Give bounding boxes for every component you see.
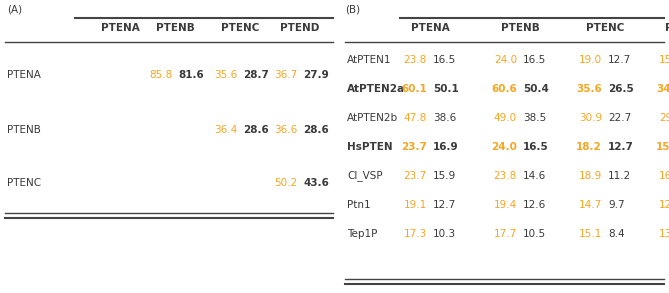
Text: 30.9: 30.9 — [579, 113, 602, 123]
Text: 15.5: 15.5 — [659, 55, 669, 65]
Text: 15.9: 15.9 — [433, 171, 456, 181]
Text: 85.8: 85.8 — [149, 70, 172, 80]
Text: 23.8: 23.8 — [404, 55, 427, 65]
Text: CI_VSP: CI_VSP — [347, 171, 383, 181]
Text: 10.5: 10.5 — [523, 229, 546, 239]
Text: 17.7: 17.7 — [494, 229, 517, 239]
Text: 11.2: 11.2 — [608, 171, 632, 181]
Text: 19.1: 19.1 — [404, 200, 427, 210]
Text: 16.5: 16.5 — [523, 55, 547, 65]
Text: 10.3: 10.3 — [433, 229, 456, 239]
Text: AtPTEN1: AtPTEN1 — [347, 55, 391, 65]
Text: 28.6: 28.6 — [243, 125, 269, 135]
Text: 17.3: 17.3 — [404, 229, 427, 239]
Text: 22.7: 22.7 — [608, 113, 632, 123]
Text: PTENA: PTENA — [7, 70, 41, 80]
Text: 19.0: 19.0 — [579, 55, 602, 65]
Text: 23.8: 23.8 — [494, 171, 517, 181]
Text: 16.8: 16.8 — [659, 171, 669, 181]
Text: 9.7: 9.7 — [608, 200, 625, 210]
Text: 35.6: 35.6 — [576, 84, 602, 94]
Text: 24.0: 24.0 — [494, 55, 517, 65]
Text: 16.5: 16.5 — [523, 142, 549, 152]
Text: PTEND: PTEND — [665, 23, 669, 33]
Text: 15.1: 15.1 — [579, 229, 602, 239]
Text: 23.7: 23.7 — [401, 142, 427, 152]
Text: PTENC: PTENC — [221, 23, 259, 33]
Text: 38.6: 38.6 — [433, 113, 456, 123]
Text: 18.2: 18.2 — [576, 142, 602, 152]
Text: 36.6: 36.6 — [274, 125, 297, 135]
Text: 12.7: 12.7 — [608, 142, 634, 152]
Text: 38.5: 38.5 — [523, 113, 547, 123]
Text: Tep1P: Tep1P — [347, 229, 377, 239]
Text: 36.7: 36.7 — [274, 70, 297, 80]
Text: 35.6: 35.6 — [214, 70, 237, 80]
Text: PTEND: PTEND — [280, 23, 320, 33]
Text: 50.4: 50.4 — [523, 84, 549, 94]
Text: 26.5: 26.5 — [608, 84, 634, 94]
Text: PTENB: PTENB — [156, 23, 195, 33]
Text: 50.1: 50.1 — [433, 84, 459, 94]
Text: 16.9: 16.9 — [433, 142, 459, 152]
Text: 24.0: 24.0 — [491, 142, 517, 152]
Text: 28.6: 28.6 — [303, 125, 328, 135]
Text: HsPTEN: HsPTEN — [347, 142, 393, 152]
Text: 81.6: 81.6 — [178, 70, 204, 80]
Text: 12.8: 12.8 — [659, 200, 669, 210]
Text: PTENB: PTENB — [500, 23, 539, 33]
Text: 15.6: 15.6 — [656, 142, 669, 152]
Text: PTENB: PTENB — [7, 125, 41, 135]
Text: AtPTEN2b: AtPTEN2b — [347, 113, 398, 123]
Text: 47.8: 47.8 — [404, 113, 427, 123]
Text: (B): (B) — [345, 5, 360, 15]
Text: 19.4: 19.4 — [494, 200, 517, 210]
Text: 27.9: 27.9 — [303, 70, 328, 80]
Text: AtPTEN2a: AtPTEN2a — [347, 84, 405, 94]
Text: 50.2: 50.2 — [274, 178, 297, 188]
Text: PTENA: PTENA — [411, 23, 450, 33]
Text: 49.0: 49.0 — [494, 113, 517, 123]
Text: 13.5: 13.5 — [659, 229, 669, 239]
Text: 43.6: 43.6 — [303, 178, 329, 188]
Text: 16.5: 16.5 — [433, 55, 456, 65]
Text: 60.1: 60.1 — [401, 84, 427, 94]
Text: 14.7: 14.7 — [579, 200, 602, 210]
Text: (A): (A) — [7, 5, 22, 15]
Text: 23.7: 23.7 — [404, 171, 427, 181]
Text: 12.7: 12.7 — [433, 200, 456, 210]
Text: PTENC: PTENC — [7, 178, 41, 188]
Text: 34.1: 34.1 — [656, 84, 669, 94]
Text: PTENC: PTENC — [586, 23, 624, 33]
Text: 60.6: 60.6 — [491, 84, 517, 94]
Text: 36.4: 36.4 — [214, 125, 237, 135]
Text: 28.7: 28.7 — [243, 70, 269, 80]
Text: 12.7: 12.7 — [608, 55, 632, 65]
Text: 18.9: 18.9 — [579, 171, 602, 181]
Text: Ptn1: Ptn1 — [347, 200, 371, 210]
Text: 8.4: 8.4 — [608, 229, 625, 239]
Text: 29.0: 29.0 — [659, 113, 669, 123]
Text: 12.6: 12.6 — [523, 200, 547, 210]
Text: PTENA: PTENA — [100, 23, 139, 33]
Text: 14.6: 14.6 — [523, 171, 547, 181]
